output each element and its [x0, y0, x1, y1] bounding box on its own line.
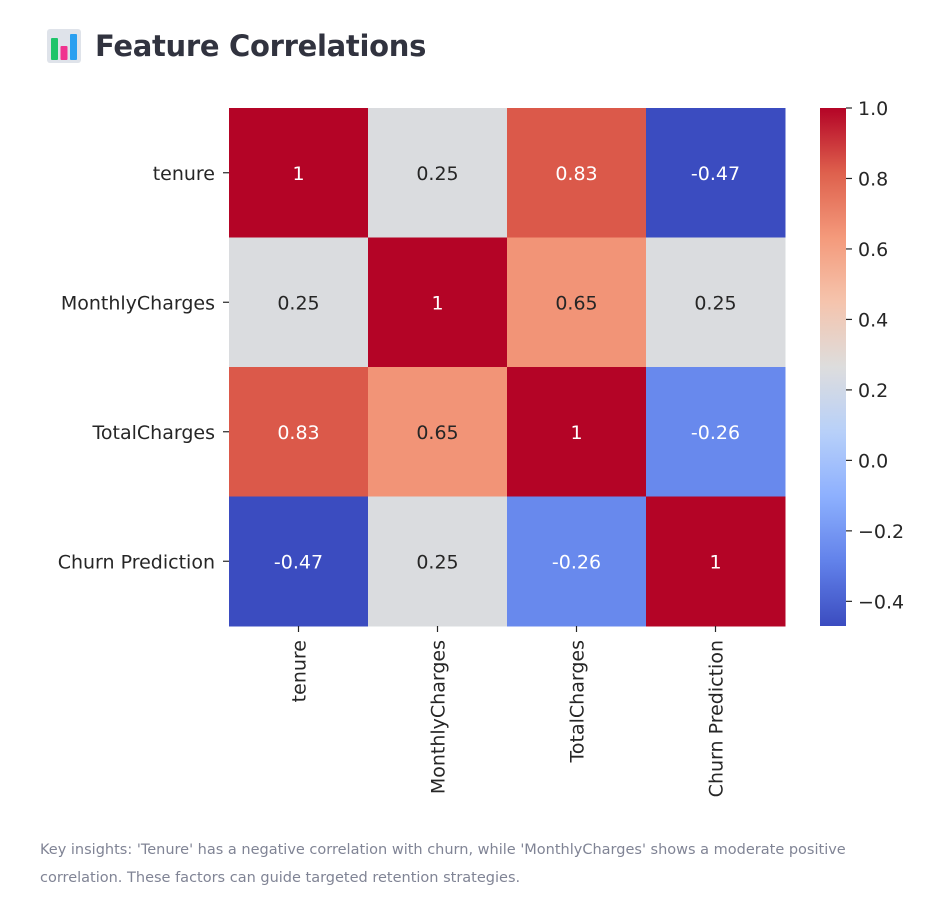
- x-axis: tenure MonthlyCharges TotalCharges Churn Pr…: [289, 626, 728, 797]
- heatmap-cell-totalcharges-totalcharges: [507, 367, 647, 497]
- cell-value-label: 1: [431, 292, 443, 314]
- heatmap-annotations: 1 0.25 0.83 -0.47 0.25 1 0.65 0.25 0.83 0.65 1 -0.2…: [274, 163, 740, 574]
- colorbar-tick-label: 0.0: [858, 450, 888, 472]
- heatmap-cell-tenure-monthlycharges: [368, 108, 508, 238]
- x-tick-label: TotalCharges: [567, 640, 589, 763]
- colorbar-tick-label: 0.4: [858, 309, 888, 331]
- heatmap-cell-churn-prediction-totalcharges: [507, 496, 647, 627]
- colorbar-tick-label: 0.8: [858, 168, 888, 190]
- cell-value-label: 0.83: [555, 163, 597, 185]
- x-tick-label: MonthlyCharges: [428, 640, 450, 794]
- colorbar-tick-label: 0.2: [858, 380, 888, 402]
- heatmap-cell-monthlycharges-totalcharges: [507, 237, 647, 368]
- cell-value-label: 0.83: [277, 422, 319, 444]
- heatmap-cell-totalcharges-churn-prediction: [646, 367, 786, 497]
- cell-value-label: 1: [570, 422, 582, 444]
- cell-value-label: 0.25: [416, 551, 458, 573]
- colorbar-tick-label: 1.0: [858, 98, 888, 120]
- y-tick-label: MonthlyCharges: [61, 292, 215, 314]
- correlation-heatmap: 1 0.25 0.83 -0.47 0.25 1 0.65 0.25 0.83 0.65 1 -0.2…: [58, 98, 904, 797]
- page-header: Feature Correlations: [46, 26, 426, 66]
- page-title: Feature Correlations: [95, 29, 427, 63]
- heatmap-cell-tenure-churn-prediction: [646, 108, 786, 238]
- colorbar-tick-label: 0.6: [858, 239, 888, 261]
- cell-value-label: 0.65: [416, 422, 458, 444]
- colorbar-tick-label: −0.2: [858, 521, 904, 543]
- heatmap-cell-tenure-totalcharges: [507, 108, 647, 238]
- cell-value-label: 1: [292, 163, 304, 185]
- y-tick-label: TotalCharges: [92, 422, 215, 444]
- cell-value-label: 0.25: [694, 292, 736, 314]
- cell-value-label: 0.25: [416, 163, 458, 185]
- heatmap-cell-churn-prediction-tenure: [229, 496, 369, 627]
- key-insights-caption: Key insights: 'Tenure' has a negative co…: [40, 842, 846, 886]
- cell-value-label: 1: [709, 551, 721, 573]
- cell-value-label: 0.65: [555, 292, 597, 314]
- x-tick-label: Churn Prediction: [706, 640, 728, 797]
- heatmap-cell-monthlycharges-churn-prediction: [646, 237, 786, 368]
- heatmap-cell-churn-prediction-churn-prediction: [646, 496, 786, 627]
- colorbar-tick-label: −0.4: [858, 591, 904, 613]
- colorbar: 1.0 0.8 0.6 0.4 0.2 0.0 −0.2 −0.4: [820, 98, 904, 626]
- x-tick-label: tenure: [289, 640, 311, 702]
- heatmap-cells: [229, 108, 786, 627]
- heatmap-cell-monthlycharges-tenure: [229, 237, 369, 368]
- colorbar-gradient: [820, 108, 846, 626]
- y-axis: tenure MonthlyCharges TotalCharges Churn Pr…: [58, 163, 229, 573]
- heatmap-cell-totalcharges-monthlycharges: [368, 367, 508, 497]
- heatmap-cell-monthlycharges-monthlycharges: [368, 237, 508, 368]
- cell-value-label: -0.26: [691, 422, 740, 444]
- cell-value-label: -0.47: [274, 551, 323, 573]
- cell-value-label: -0.26: [552, 551, 601, 573]
- heatmap-cell-churn-prediction-monthlycharges: [368, 496, 508, 627]
- cell-value-label: -0.47: [691, 163, 740, 185]
- heatmap-cell-tenure-tenure: [229, 108, 369, 238]
- y-tick-label: Churn Prediction: [58, 551, 215, 573]
- cell-value-label: 0.25: [277, 292, 319, 314]
- bar-chart-icon: [47, 29, 81, 63]
- y-tick-label: tenure: [153, 163, 215, 185]
- heatmap-cell-totalcharges-tenure: [229, 367, 369, 497]
